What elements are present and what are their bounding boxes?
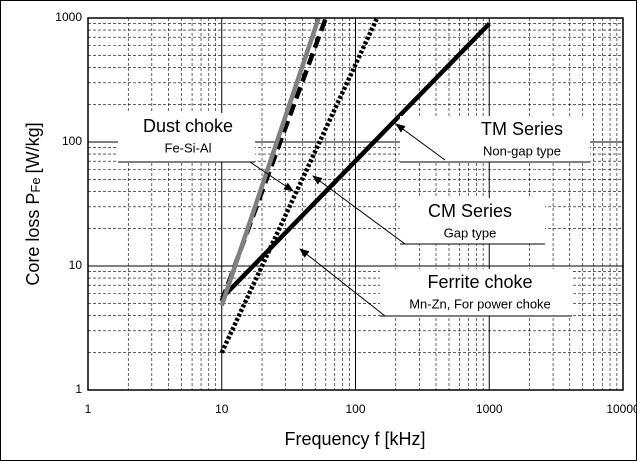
y-tick-label: 1000 (55, 10, 82, 24)
x-axis-label: Frequency f [kHz] (284, 429, 425, 449)
series-label: Dust choke (143, 116, 233, 136)
x-tick-label: 10000 (606, 402, 637, 416)
y-label-text: Core loss P (23, 193, 43, 286)
series-label: Ferrite choke (427, 272, 532, 292)
y-tick-label: 10 (69, 258, 83, 272)
y-tick-label: 1 (75, 382, 82, 396)
series-note: Fe-Si-Al (165, 140, 212, 155)
arrow (299, 248, 386, 317)
series-label: CM Series (428, 201, 512, 221)
lines (219, 17, 491, 354)
x-tick-label: 1 (85, 402, 92, 416)
series-line (219, 17, 321, 307)
x-tick-label: 10 (215, 402, 229, 416)
series-line (219, 17, 328, 302)
label-box (118, 113, 255, 162)
series-label: TM Series (481, 119, 563, 139)
plot-border (87, 17, 624, 391)
arrow (249, 161, 294, 192)
label-box (400, 116, 590, 162)
x-tick-label: 100 (345, 402, 365, 416)
series-line (220, 22, 491, 300)
x-tick-label: 1000 (476, 402, 503, 416)
y-label-sub: Fe (28, 177, 43, 192)
y-tick-label: 100 (62, 134, 82, 148)
series-note: Gap type (444, 225, 497, 240)
series-line (219, 17, 380, 354)
series-note: Non-gap type (483, 143, 561, 158)
arrow (395, 123, 446, 161)
label-box (380, 269, 572, 316)
annotations: TM Series Non-gap type Dust choke Fe-Si-Al C… (118, 113, 590, 317)
arrow (312, 175, 406, 245)
y-label-unit: [W/kg] (23, 122, 43, 173)
series-note: Mn-Zn, For power choke (409, 296, 551, 311)
y-axis-label: Core loss PFe [W/kg] (23, 122, 44, 285)
label-box (400, 198, 545, 244)
